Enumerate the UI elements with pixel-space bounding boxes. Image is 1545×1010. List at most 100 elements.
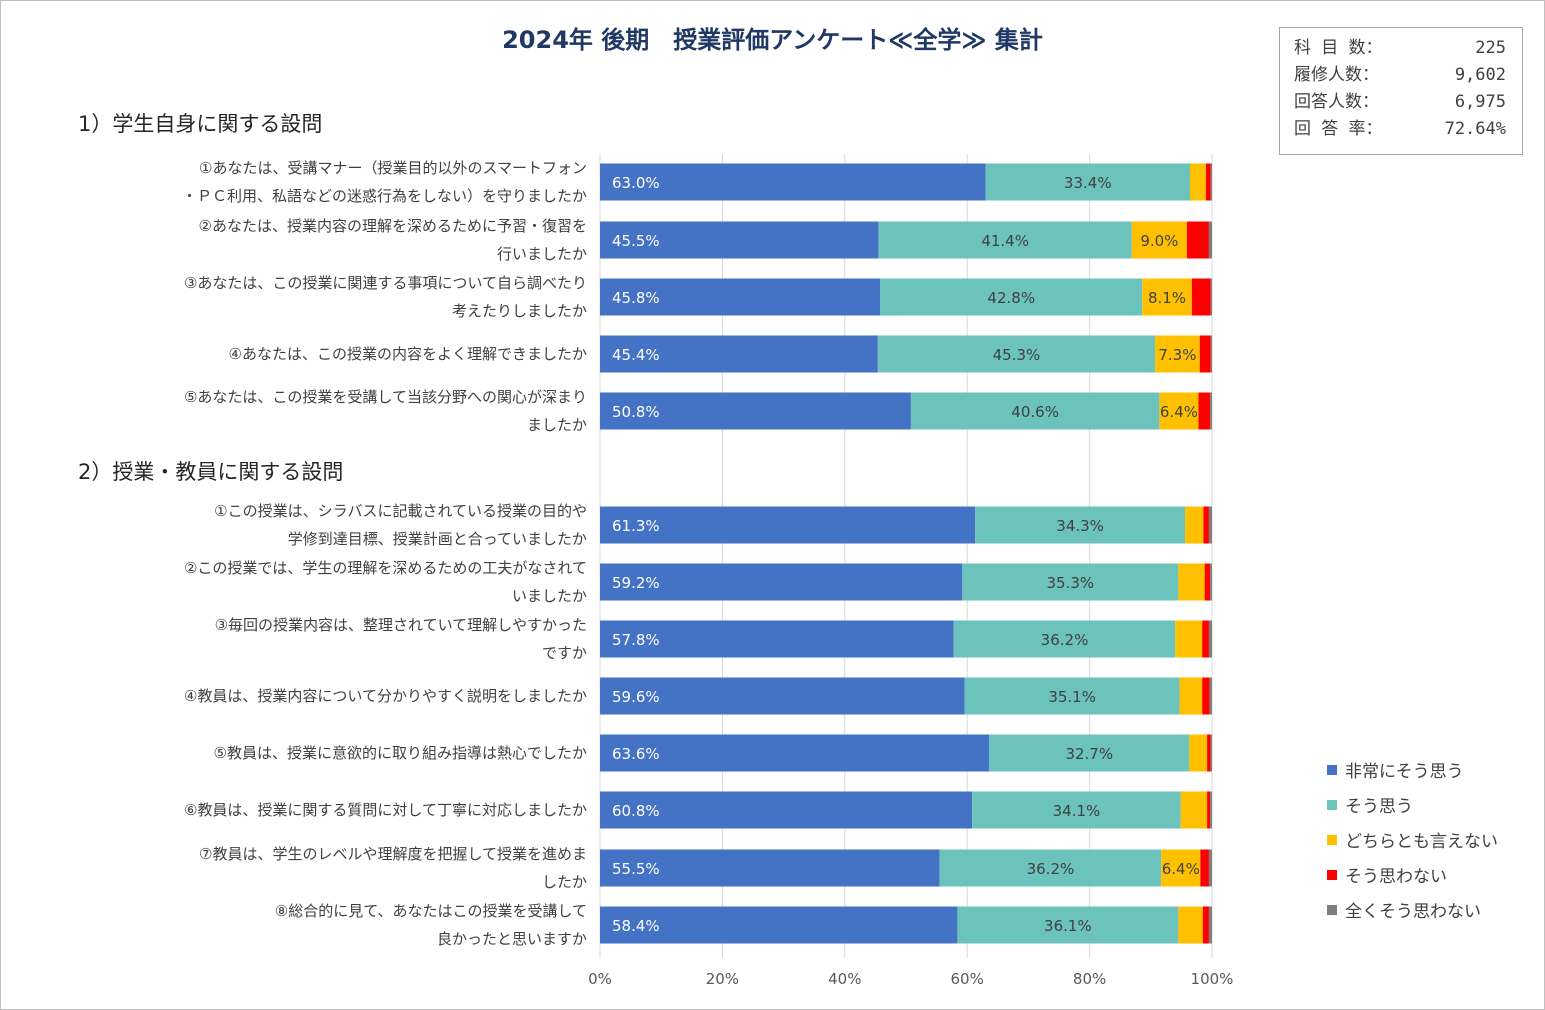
x-tick-label: 60% xyxy=(951,970,984,988)
question-label-line: ①あなたは、受講マナー（授業目的以外のスマートフォン xyxy=(199,159,587,177)
data-label: 6.4% xyxy=(1160,403,1198,421)
bar-segment xyxy=(975,506,1186,544)
bar-segment xyxy=(1208,221,1212,259)
x-tick-label: 0% xyxy=(588,970,612,988)
bar-segment xyxy=(1131,221,1187,259)
bar-segment xyxy=(877,335,1156,373)
question-label: ⑥教員は、授業に関する質問に対して丁寧に対応しましたか xyxy=(67,796,587,824)
question-label: ①この授業は、シラバスに記載されている授業の目的や 学修到達目標、授業計画と合って… xyxy=(67,497,587,553)
question-label: ⑦教員は、学生のレベルや理解度を把握して授業を進めま したか xyxy=(67,840,587,896)
question-label-line: ③毎回の授業内容は、整理されていて理解しやすかった xyxy=(214,616,587,634)
data-label: 34.3% xyxy=(1056,517,1104,535)
data-label: 36.2% xyxy=(1041,631,1089,649)
question-label: ⑤あなたは、この授業を受講して当該分野への関心が深まりましたか xyxy=(67,383,587,439)
legend-swatch xyxy=(1327,799,1337,810)
stats-label: 科 目 数： xyxy=(1294,38,1383,58)
question-label-line: ⑥教員は、授業に関する質問に対して丁寧に対応しましたか xyxy=(183,801,587,819)
question-label-line: ④あなたは、この授業の内容をよく理解できましたか xyxy=(228,345,587,363)
bar-segment xyxy=(1161,849,1201,887)
data-label: 45.5% xyxy=(612,232,660,250)
data-label: 8.1% xyxy=(1148,289,1186,307)
legend-label: 非常にそう思う xyxy=(1345,762,1464,782)
stats-label: 回 答 率： xyxy=(1294,119,1383,139)
stats-label: 履修人数： xyxy=(1294,65,1379,85)
question-label-line: ましたか xyxy=(526,416,587,434)
bar-segment xyxy=(939,849,1162,887)
legend-swatch xyxy=(1327,834,1337,845)
bar-segment xyxy=(1185,506,1204,544)
stats-value: 72.64% xyxy=(1444,119,1506,139)
question-label: ④あなたは、この授業の内容をよく理解できましたか xyxy=(67,340,587,368)
bar-segment xyxy=(1208,506,1212,544)
bar-segment xyxy=(957,906,1179,944)
bar-segment xyxy=(1142,278,1192,316)
stats-label: 回答人数： xyxy=(1294,92,1379,112)
legend-swatch xyxy=(1327,764,1337,775)
bar-segment xyxy=(972,791,1181,829)
question-label-line: ⑤あなたは、この授業を受講して当該分野への関心が深まり xyxy=(183,388,587,406)
bar-segment xyxy=(878,221,1132,259)
bar-segment xyxy=(989,734,1190,772)
bar-segment xyxy=(1175,620,1203,658)
data-label: 9.0% xyxy=(1140,232,1178,250)
bar-segment xyxy=(953,620,1176,658)
question-label: ⑤教員は、授業に意欲的に取り組み指導は熱心でしたか xyxy=(67,739,587,767)
bar-segment xyxy=(1155,335,1200,373)
x-tick-label: 100% xyxy=(1191,970,1234,988)
bar-segment xyxy=(1203,506,1209,544)
legend-item: そう思う xyxy=(1327,787,1498,822)
bar-segment xyxy=(1204,563,1211,601)
bar-segment xyxy=(1207,734,1211,772)
bar-segment xyxy=(600,506,976,544)
x-tick-label: 40% xyxy=(828,970,861,988)
data-label: 36.1% xyxy=(1044,917,1092,935)
bar-segment xyxy=(600,677,965,715)
bar-segment xyxy=(1210,278,1212,316)
bar-segment xyxy=(880,278,1143,316)
bar-segment xyxy=(1210,734,1212,772)
data-label: 35.3% xyxy=(1046,574,1094,592)
bar-segment xyxy=(1178,906,1203,944)
bar-segment xyxy=(1180,791,1208,829)
bar-segment xyxy=(1159,392,1199,430)
question-label: ①あなたは、受講マナー（授業目的以外のスマートフォン ・ＰＣ利用、私語などの迷惑行… xyxy=(67,154,587,210)
section-heading-class-teacher: 2）授業・教員に関する設問 xyxy=(78,460,344,484)
legend-item: 非常にそう思う xyxy=(1327,752,1498,787)
stats-box: 科 目 数： 225 履修人数： 9,602 回答人数： 6,975 回 答 率… xyxy=(1279,27,1523,155)
data-label: 35.1% xyxy=(1048,688,1096,706)
bar-segment xyxy=(600,563,963,601)
data-label: 6.4% xyxy=(1162,860,1200,878)
data-label: 34.1% xyxy=(1053,802,1101,820)
bar-segment xyxy=(1210,392,1212,430)
bar-segment xyxy=(1179,677,1203,715)
bar-segment xyxy=(1200,849,1209,887)
question-label-line: ⑤教員は、授業に意欲的に取り組み指導は熱心でしたか xyxy=(213,744,587,762)
data-label: 45.4% xyxy=(612,346,660,364)
bar-segment xyxy=(1208,849,1212,887)
x-tick-label: 80% xyxy=(1073,970,1106,988)
data-label: 57.8% xyxy=(612,631,660,649)
stats-row-respondents: 回答人数： 6,975 xyxy=(1294,89,1522,116)
legend-label: そう思う xyxy=(1345,797,1413,817)
question-label: ②あなたは、授業内容の理解を深めるために予習・復習を 行いましたか xyxy=(67,212,587,268)
bar-segment xyxy=(1186,221,1209,259)
data-label: 63.6% xyxy=(612,745,660,763)
legend-item: どちらとも言えない xyxy=(1327,822,1498,857)
question-label-line: ③あなたは、この授業に関連する事項について自ら調べたり xyxy=(183,274,587,292)
data-label: 45.8% xyxy=(612,289,660,307)
question-label-line: 考えたりしましたか xyxy=(451,302,587,320)
bar-segment xyxy=(1209,677,1212,715)
question-label-line: ④教員は、授業内容について分かりやすく説明をしましたか xyxy=(183,687,587,705)
bar-segment xyxy=(1210,335,1212,373)
stats-row-courses: 科 目 数： 225 xyxy=(1294,35,1522,62)
data-label: 63.0% xyxy=(612,174,660,192)
question-label-line: いましたか xyxy=(511,587,587,605)
question-label-line: ①この授業は、シラバスに記載されている授業の目的や xyxy=(214,502,587,520)
data-label: 55.5% xyxy=(612,860,660,878)
data-label: 32.7% xyxy=(1065,745,1113,763)
legend-swatch xyxy=(1327,869,1337,880)
bar-segment xyxy=(1210,791,1212,829)
data-label: 59.6% xyxy=(612,688,660,706)
data-label: 50.8% xyxy=(612,403,660,421)
bar-segment xyxy=(600,849,940,887)
